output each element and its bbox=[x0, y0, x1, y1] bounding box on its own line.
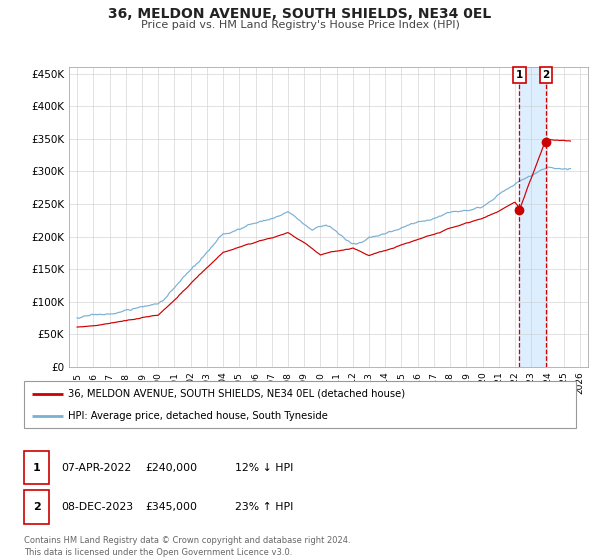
Text: 08-DEC-2023: 08-DEC-2023 bbox=[61, 502, 133, 512]
Text: 12% ↓ HPI: 12% ↓ HPI bbox=[235, 463, 293, 473]
Bar bbox=[520, 67, 546, 367]
Text: 2: 2 bbox=[33, 502, 40, 512]
Text: £240,000: £240,000 bbox=[145, 463, 197, 473]
Text: 36, MELDON AVENUE, SOUTH SHIELDS, NE34 0EL: 36, MELDON AVENUE, SOUTH SHIELDS, NE34 0… bbox=[109, 7, 491, 21]
Text: 2: 2 bbox=[542, 70, 550, 80]
Text: 07-APR-2022: 07-APR-2022 bbox=[61, 463, 131, 473]
Text: 1: 1 bbox=[516, 70, 523, 80]
Text: Contains HM Land Registry data © Crown copyright and database right 2024.: Contains HM Land Registry data © Crown c… bbox=[24, 536, 350, 545]
FancyBboxPatch shape bbox=[24, 381, 576, 428]
Text: £345,000: £345,000 bbox=[145, 502, 197, 512]
Text: 36, MELDON AVENUE, SOUTH SHIELDS, NE34 0EL (detached house): 36, MELDON AVENUE, SOUTH SHIELDS, NE34 0… bbox=[68, 389, 405, 399]
Text: 23% ↑ HPI: 23% ↑ HPI bbox=[235, 502, 293, 512]
Text: Price paid vs. HM Land Registry's House Price Index (HPI): Price paid vs. HM Land Registry's House … bbox=[140, 20, 460, 30]
Text: This data is licensed under the Open Government Licence v3.0.: This data is licensed under the Open Gov… bbox=[24, 548, 292, 557]
Text: 1: 1 bbox=[33, 463, 40, 473]
Text: HPI: Average price, detached house, South Tyneside: HPI: Average price, detached house, Sout… bbox=[68, 410, 328, 421]
